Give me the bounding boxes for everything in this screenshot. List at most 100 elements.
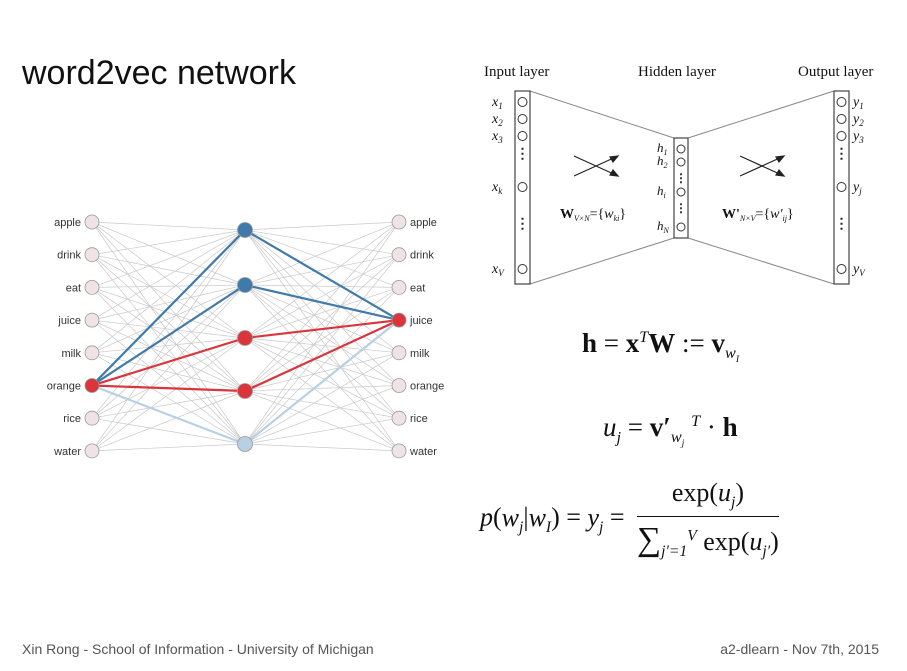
- edge-hidden-output: [244, 221, 400, 392]
- edge-hidden-output: [244, 352, 400, 445]
- hidden-unit-h1: [676, 144, 686, 154]
- output-node: [391, 247, 407, 263]
- hidden-node: [237, 277, 253, 293]
- hidden-node: [237, 436, 253, 452]
- output-unit-y2: [836, 114, 847, 124]
- edge-hidden-output: [244, 443, 400, 452]
- edge-input-hidden: [91, 254, 246, 339]
- edge-hidden-output: [244, 229, 400, 452]
- output-unit-y3: [836, 131, 847, 141]
- input-unit-x3: [517, 131, 528, 141]
- equation-softmax: p(wj|wI) = yj = exp(uj) ∑j′=1V exp(uj′): [480, 478, 779, 561]
- output-word-label: eat: [410, 282, 425, 294]
- input-unit-xV: [517, 264, 528, 274]
- active-edge-hidden-output: [244, 283, 400, 322]
- edge-input-hidden: [91, 221, 246, 445]
- hidden-node: [237, 330, 253, 346]
- active-edge-input-hidden: [91, 336, 246, 387]
- active-edge-input-hidden: [91, 229, 246, 387]
- h1-label: h1: [657, 140, 668, 157]
- output-word-label: juice: [409, 315, 433, 327]
- word2vec-network-diagram: apple drink eat juice milk orange rice water app…: [47, 214, 444, 459]
- input-unit-x2: [517, 114, 528, 124]
- hidden-node: [237, 383, 253, 399]
- edge-input-hidden: [91, 221, 246, 286]
- architecture-diagram: Input layer Hidden layer Output layer ⋮ …: [484, 64, 873, 285]
- input-dots: ⋮: [516, 147, 530, 162]
- output-node: [391, 280, 407, 295]
- y2-label: y2: [851, 112, 864, 128]
- input-node: [84, 378, 100, 393]
- active-edge-input-hidden: [91, 284, 246, 387]
- hidden-output-edge-bottom: [687, 237, 835, 285]
- edge-hidden-output: [244, 254, 400, 392]
- edge-hidden-output: [244, 221, 400, 286]
- xk-label: xk: [491, 180, 503, 196]
- output-node: [391, 378, 407, 393]
- edge-hidden-output: [244, 229, 400, 386]
- edge-hidden-output: [244, 254, 400, 339]
- h2-label: h2: [657, 153, 668, 170]
- hidden-unit-hN: [676, 222, 686, 232]
- edge-input-hidden: [91, 284, 246, 354]
- hidden-node: [237, 222, 253, 238]
- output-word-label: drink: [410, 250, 434, 262]
- edge-input-hidden: [91, 284, 246, 288]
- edge-input-hidden: [91, 287, 246, 339]
- input-word-label: eat: [66, 282, 81, 294]
- output-unit-yj: [836, 182, 847, 192]
- edge-hidden-output: [244, 337, 400, 419]
- edge-hidden-output: [244, 229, 400, 288]
- input-node: [84, 410, 100, 426]
- output-word-label: apple: [410, 217, 437, 229]
- active-edge-hidden-output: [244, 319, 400, 340]
- x3-label: x3: [491, 129, 503, 145]
- x2-label: x2: [491, 112, 503, 128]
- output-node: [391, 214, 407, 230]
- input-hidden-edge-top: [529, 90, 675, 139]
- edge-input-hidden: [91, 229, 246, 354]
- output-dots-2: ⋮: [835, 215, 849, 231]
- edge-hidden-output: [244, 221, 400, 339]
- hidden-output-edge-top: [687, 90, 835, 139]
- output-word-label: milk: [410, 348, 430, 360]
- edge-input-hidden: [91, 337, 246, 354]
- edge-hidden-output: [244, 254, 400, 445]
- edge-hidden-output: [244, 229, 400, 256]
- yj-label: yj: [851, 180, 862, 196]
- output-layer-label: Output layer: [798, 64, 873, 80]
- input-word-label: drink: [57, 250, 81, 262]
- cross-arrows-left: [573, 155, 620, 177]
- edge-hidden-output: [244, 284, 400, 452]
- hidden-unit-hi: [676, 187, 686, 197]
- input-hidden-edge-bottom: [529, 237, 675, 285]
- input-node: [84, 312, 100, 328]
- edge-input-hidden: [91, 417, 246, 445]
- edge-input-hidden: [91, 254, 246, 445]
- input-word-label: apple: [54, 217, 81, 229]
- hidden-dots: ⋮: [675, 171, 687, 185]
- edge-hidden-output: [244, 352, 400, 392]
- edge-hidden-output: [244, 284, 400, 419]
- footer-event-date: a2-dlearn - Nov 7th, 2015: [720, 641, 879, 657]
- x1-label: x1: [491, 95, 503, 111]
- hidden-layer-label: Hidden layer: [638, 64, 716, 80]
- hN-label: hN: [657, 218, 670, 235]
- input-node: [84, 214, 100, 230]
- edge-hidden-output: [244, 337, 400, 386]
- edge-hidden-output: [244, 221, 400, 231]
- edge-input-hidden: [91, 443, 246, 452]
- cross-arrows-right: [739, 155, 786, 177]
- output-unit-yV: [836, 264, 847, 274]
- input-unit-x1: [517, 97, 528, 107]
- input-word-label: water: [53, 446, 81, 458]
- hidden-unit-h2: [676, 157, 686, 167]
- active-edge-hidden-output: [244, 319, 400, 392]
- edge-input-hidden: [91, 254, 246, 392]
- equation-score: uj = v′wj T · h: [603, 412, 738, 450]
- edge-input-hidden: [91, 337, 246, 419]
- y1-label: y1: [851, 95, 864, 111]
- edge-hidden-output: [244, 221, 400, 445]
- edge-input-hidden: [91, 287, 246, 445]
- input-word-label: milk: [61, 348, 81, 360]
